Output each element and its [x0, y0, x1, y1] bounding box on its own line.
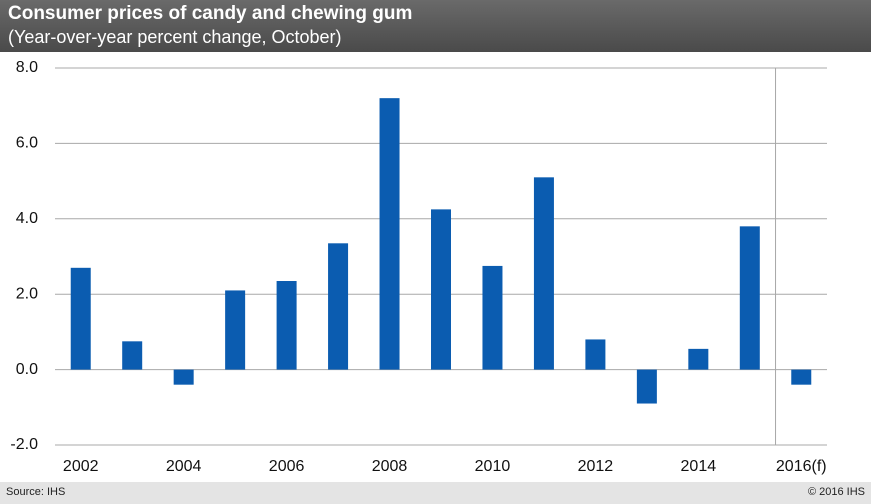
y-tick-label: -2.0	[10, 436, 38, 453]
bar	[225, 290, 246, 370]
x-tick-label: 2008	[372, 458, 408, 475]
x-tick-label: 2006	[269, 458, 305, 475]
x-tick-label: 2016(f)	[776, 458, 827, 475]
y-tick-label: 2.0	[16, 285, 38, 302]
copyright-note: © 2016 IHS	[808, 486, 865, 498]
bar	[173, 369, 194, 385]
bar	[791, 369, 812, 385]
bar	[585, 339, 606, 370]
x-tick-label: 2012	[578, 458, 614, 475]
bar	[328, 243, 349, 370]
y-tick-label: 8.0	[16, 59, 38, 76]
bar	[276, 281, 297, 370]
bar	[688, 348, 709, 370]
x-tick-label: 2002	[63, 458, 99, 475]
bar	[379, 98, 400, 370]
chart-title: Consumer prices of candy and chewing gum	[8, 3, 412, 24]
y-tick-label: 0.0	[16, 361, 38, 378]
source-note: Source: IHS	[6, 486, 65, 498]
chart-subtitle: (Year-over-year percent change, October)	[8, 27, 342, 47]
bar	[636, 369, 657, 404]
y-tick-label: 4.0	[16, 210, 38, 227]
x-tick-label: 2010	[475, 458, 511, 475]
footer-band	[0, 482, 871, 504]
bar	[122, 341, 143, 370]
x-tick-label: 2004	[166, 458, 202, 475]
x-tick-label: 2014	[681, 458, 717, 475]
bar	[70, 267, 91, 370]
bar	[533, 177, 554, 370]
bar	[482, 265, 503, 370]
bar	[739, 226, 760, 370]
bar	[431, 209, 451, 370]
header-band	[0, 0, 871, 52]
y-tick-label: 6.0	[16, 135, 38, 152]
